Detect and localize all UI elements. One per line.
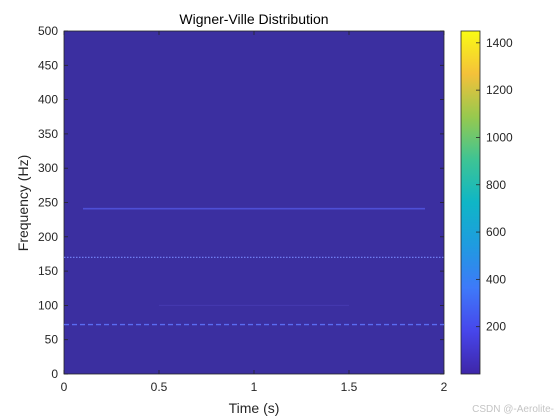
y-tick-label: 450 — [38, 58, 58, 72]
y-tick-label: 100 — [38, 298, 58, 312]
colorbar-tick-label: 400 — [486, 272, 506, 286]
y-tick-label: 300 — [38, 161, 58, 175]
x-axis: 0 0.5 1 1.5 2 — [61, 31, 448, 394]
colorbar-ticks: 200 400 600 800 1000 1200 1400 — [476, 36, 513, 334]
y-tick-label: 400 — [38, 93, 58, 107]
x-tick-label: 0 — [61, 380, 68, 394]
watermark: CSDN @-Aerolite- — [472, 404, 554, 415]
y-tick-label: 0 — [51, 367, 58, 381]
band-layer — [64, 207, 444, 326]
x-tick-label: 1.5 — [341, 380, 358, 394]
x-axis-label: Time (s) — [229, 400, 280, 416]
x-tick-label: 1 — [251, 380, 258, 394]
colorbar-tick-label: 800 — [486, 178, 506, 192]
colorbar-tick-label: 600 — [486, 225, 506, 239]
y-tick-label: 250 — [38, 196, 58, 210]
colorbar-tick-label: 1200 — [486, 83, 513, 97]
y-tick-label: 350 — [38, 127, 58, 141]
colorbar — [460, 30, 481, 375]
y-tick-label: 500 — [38, 24, 58, 38]
y-axis: 0 50 100 150 200 250 300 350 400 450 500 — [38, 24, 444, 381]
y-tick-label: 150 — [38, 264, 58, 278]
colorbar-tick-label: 1400 — [486, 36, 513, 50]
x-tick-label: 2 — [441, 380, 448, 394]
y-tick-label: 200 — [38, 230, 58, 244]
y-axis-label: Frequency (Hz) — [15, 155, 31, 251]
chart-title: Wigner-Ville Distribution — [179, 11, 328, 27]
colorbar-tick-label: 200 — [486, 320, 506, 334]
plot-area — [63, 30, 445, 375]
y-tick-label: 50 — [45, 333, 59, 347]
colorbar-tick-label: 1000 — [486, 130, 513, 144]
x-tick-label: 0.5 — [151, 380, 168, 394]
